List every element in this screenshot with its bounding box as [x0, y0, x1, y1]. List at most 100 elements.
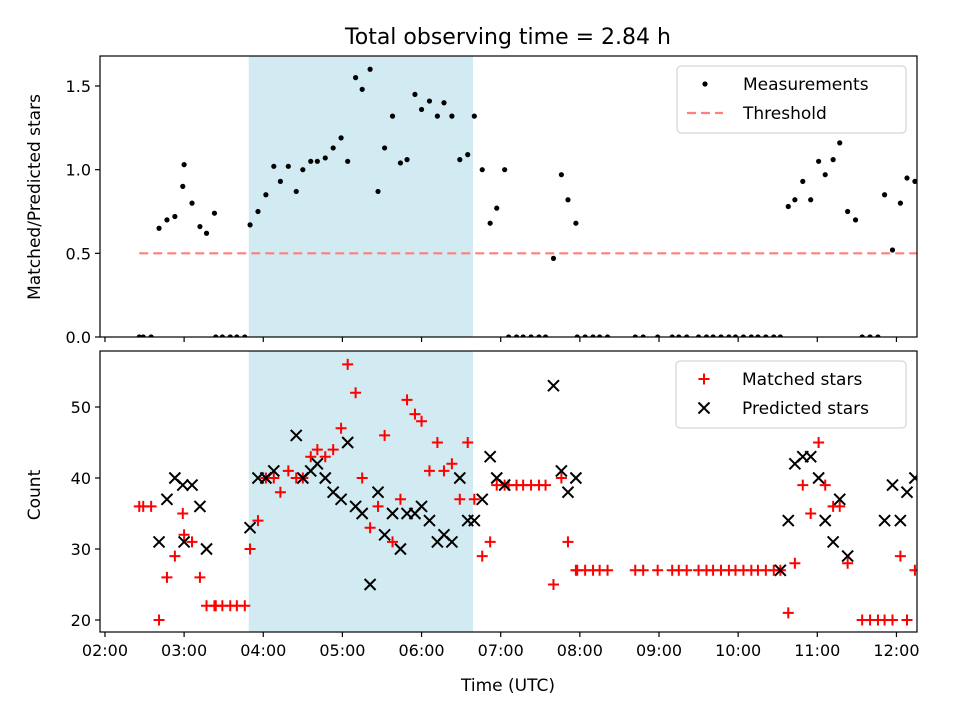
measurement-point — [367, 66, 373, 72]
predicted-star-point — [341, 436, 354, 449]
matched-star-point — [268, 472, 280, 484]
measurement-point — [345, 158, 351, 164]
matched-star-point — [335, 422, 347, 434]
measurement-point — [726, 334, 732, 337]
matched-star-point — [161, 571, 173, 583]
matched-star-point — [834, 500, 846, 512]
measurement-point — [837, 140, 843, 146]
measurement-point — [800, 178, 806, 184]
x-tick-label: 02:00 — [82, 641, 128, 660]
matched-star-point — [842, 557, 854, 569]
predicted-star-point — [177, 535, 191, 549]
measurement-point — [852, 217, 859, 223]
x-tick-label: 07:00 — [478, 641, 524, 660]
top-series-measurements — [136, 66, 917, 337]
predicted-star-point — [267, 464, 281, 478]
top-y-tick-label: 0.0 — [66, 328, 91, 347]
top-axes-frame — [99, 55, 918, 338]
measurement-point — [148, 334, 154, 337]
predicted-star-point — [423, 514, 436, 527]
predicted-star-point — [160, 493, 174, 506]
matched-star-point — [431, 437, 443, 448]
predicted-star-point — [468, 514, 481, 527]
predicted-star-point — [561, 485, 575, 499]
predicted-star-point — [569, 471, 583, 485]
x-tick-label: 05:00 — [319, 641, 365, 660]
measurement-point — [632, 334, 638, 337]
predicted-star-point — [334, 493, 348, 506]
predicted-star-point — [363, 578, 377, 591]
measurement-point — [565, 197, 571, 203]
predicted-star-point — [371, 485, 385, 499]
x-tick-label: 06:00 — [398, 641, 444, 660]
x-tick-label: 11:00 — [794, 641, 840, 660]
matched-star-point — [652, 564, 664, 576]
measurement-point — [889, 247, 896, 253]
predicted-star-point — [878, 514, 891, 527]
measurement-point — [502, 167, 508, 173]
matched-star-point — [153, 614, 165, 626]
matched-star-point — [342, 358, 354, 370]
measurement-point — [582, 334, 588, 337]
matched-star-point — [186, 536, 198, 548]
measurement-point — [140, 334, 146, 337]
measurement-point — [412, 91, 418, 97]
measurement-point — [506, 334, 512, 337]
top-shaded-interval — [248, 56, 473, 337]
matched-star-point — [311, 444, 323, 456]
measurement-point — [808, 197, 814, 203]
measurement-point — [180, 183, 186, 189]
matched-star-point — [401, 394, 413, 406]
measurement-point — [732, 334, 739, 337]
matched-star-point — [319, 451, 331, 463]
matched-star-point — [454, 493, 466, 505]
measurement-point — [904, 175, 910, 181]
matched-star-point — [805, 508, 817, 519]
predicted-star-point — [804, 450, 817, 463]
matched-star-point — [169, 550, 181, 562]
x-tick-label: 09:00 — [636, 641, 682, 660]
top-plot-area — [136, 56, 917, 337]
measurement-point — [655, 334, 661, 337]
legend-box — [676, 65, 907, 134]
predicted-star-point — [908, 471, 917, 485]
predicted-star-point — [185, 478, 199, 492]
measurement-point — [234, 334, 240, 337]
matched-star-point — [356, 472, 368, 484]
measurement-point — [449, 113, 455, 119]
bottom-y-axis-label: Count — [25, 469, 45, 520]
bottom-axes-frame — [99, 350, 918, 633]
measurement-point — [375, 188, 381, 195]
legend-handle-dot — [702, 81, 708, 87]
measurement-point — [822, 172, 828, 178]
measurement-point — [494, 205, 500, 211]
measurement-point — [604, 334, 611, 337]
legend-handle-plus — [698, 373, 710, 385]
predicted-star-point — [200, 542, 213, 556]
x-tick-label: 12:00 — [873, 641, 919, 660]
measurement-point — [382, 145, 388, 151]
measurement-point — [181, 162, 187, 168]
predicted-star-point — [176, 478, 189, 492]
measurement-point — [300, 167, 306, 173]
matched-star-point — [602, 564, 614, 576]
measurement-point — [875, 334, 881, 337]
matched-star-point — [797, 479, 809, 491]
bottom-y-tick-label: 30 — [71, 540, 91, 559]
measurement-point — [859, 334, 865, 337]
measurement-point — [164, 217, 170, 223]
measurement-point — [513, 334, 520, 337]
predicted-star-point — [483, 450, 497, 463]
legend-label: Measurements — [743, 75, 869, 95]
measurement-point — [285, 163, 291, 169]
matched-star-point — [239, 600, 251, 612]
measurement-point — [792, 197, 798, 203]
matched-star-point — [305, 451, 317, 463]
measurement-point — [816, 158, 822, 164]
measurement-point — [213, 334, 219, 337]
measurement-point — [227, 334, 233, 337]
measurement-point — [242, 334, 248, 337]
matched-star-point — [894, 550, 906, 562]
predicted-star-point — [394, 542, 407, 556]
